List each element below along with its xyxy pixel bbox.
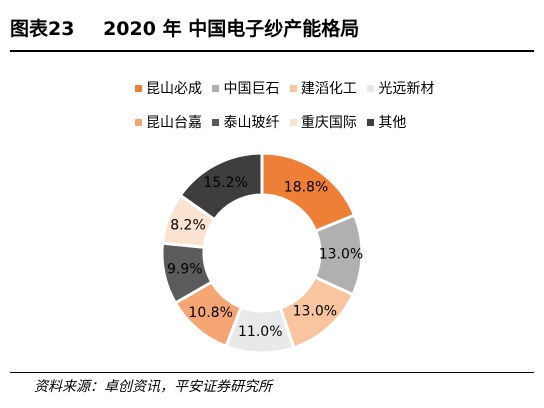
donut-data-label: 8.2% bbox=[170, 217, 206, 233]
donut-data-label: 15.2% bbox=[203, 175, 247, 191]
chart-legend: 昆山必成 中国巨石 建滔化工 光远新材 昆山台嘉 泰山玻纤 重庆国际 其他 bbox=[135, 78, 465, 146]
legend-label: 昆山必成 bbox=[146, 81, 202, 97]
legend-row-2: 昆山台嘉 泰山玻纤 重庆国际 其他 bbox=[135, 112, 465, 134]
legend-swatch bbox=[289, 118, 297, 126]
legend-swatch bbox=[289, 84, 297, 92]
donut-data-label: 10.8% bbox=[188, 305, 232, 321]
legend-swatch bbox=[367, 84, 375, 92]
legend-item: 昆山必成 bbox=[135, 78, 202, 100]
legend-swatch bbox=[135, 84, 142, 92]
chart-title: 2020 年 中国电子纱产能格局 bbox=[103, 18, 360, 40]
donut-data-label: 13.0% bbox=[319, 247, 363, 263]
legend-row-1: 昆山必成 中国巨石 建滔化工 光远新材 bbox=[135, 78, 465, 100]
legend-item: 昆山台嘉 bbox=[135, 112, 202, 134]
footer-divider bbox=[10, 372, 534, 373]
legend-label: 建滔化工 bbox=[300, 81, 357, 97]
donut-slice bbox=[178, 151, 264, 222]
legend-label: 其他 bbox=[378, 115, 407, 131]
donut-data-label: 13.0% bbox=[293, 304, 337, 320]
header-divider bbox=[10, 50, 534, 52]
legend-swatch bbox=[212, 118, 220, 126]
legend-item: 光远新材 bbox=[367, 78, 434, 100]
legend-swatch bbox=[212, 84, 220, 92]
legend-label: 中国巨石 bbox=[223, 81, 280, 97]
figure-header: 图表23 2020 年 中国电子纱产能格局 bbox=[10, 12, 534, 46]
legend-item: 建滔化工 bbox=[289, 78, 357, 100]
legend-item: 泰山玻纤 bbox=[212, 112, 279, 134]
donut-data-label: 11.0% bbox=[238, 324, 282, 340]
legend-label: 昆山台嘉 bbox=[146, 115, 202, 131]
legend-item: 中国巨石 bbox=[212, 78, 279, 100]
donut-data-label: 9.9% bbox=[167, 262, 203, 278]
source-note: 资料来源：卓创资讯，平安证券研究所 bbox=[34, 379, 272, 395]
legend-swatch bbox=[135, 118, 142, 126]
legend-swatch bbox=[367, 118, 375, 126]
figure-number: 图表23 bbox=[10, 18, 75, 40]
donut-slices bbox=[160, 151, 364, 355]
donut-data-label: 18.8% bbox=[284, 179, 328, 195]
legend-label: 光远新材 bbox=[378, 81, 435, 97]
legend-label: 重庆国际 bbox=[300, 115, 357, 131]
legend-item: 其他 bbox=[367, 112, 406, 134]
donut-data-labels: 18.8% 13.0% 13.0% 11.0% 10.8% 9.9% 8.2% 15.2% bbox=[167, 175, 363, 340]
legend-label: 泰山玻纤 bbox=[223, 115, 280, 131]
legend-item: 重庆国际 bbox=[289, 112, 357, 134]
